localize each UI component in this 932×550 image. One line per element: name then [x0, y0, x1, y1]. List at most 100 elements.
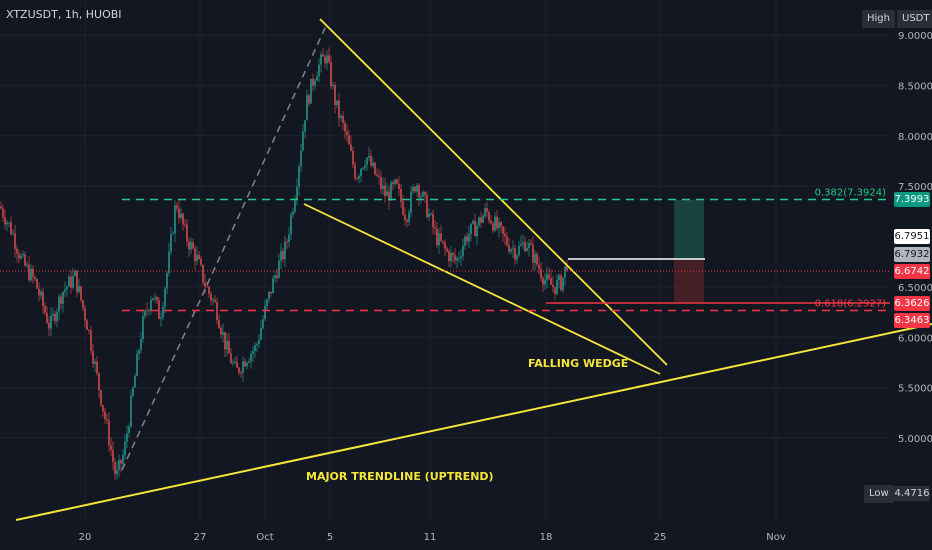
candle-body — [458, 257, 460, 259]
candle-body — [202, 264, 204, 283]
candle-body — [494, 216, 496, 231]
candle-body — [532, 244, 534, 263]
candle-body — [0, 206, 2, 209]
currency-button[interactable]: USDT — [897, 10, 932, 28]
candle-body — [332, 85, 334, 87]
candle-body — [180, 213, 182, 218]
candle-body — [380, 176, 382, 189]
candle-body — [524, 242, 526, 252]
candle-body — [242, 361, 244, 373]
candle-body — [312, 78, 314, 86]
candle-body — [62, 291, 64, 304]
candle-body — [212, 299, 214, 301]
candle-body — [482, 216, 484, 223]
candle-body — [250, 353, 252, 362]
candle-body — [504, 233, 506, 237]
candle-body — [106, 418, 108, 421]
candle-body — [154, 296, 156, 299]
candle-body — [38, 288, 40, 296]
candle-body — [518, 245, 520, 256]
candle-body — [16, 248, 18, 254]
candle-body — [436, 228, 438, 246]
candle-body — [398, 183, 400, 189]
candle-body — [192, 242, 194, 249]
candle-body — [478, 217, 480, 226]
candle-body — [364, 165, 366, 168]
candle-body — [304, 120, 306, 132]
candle-body — [512, 248, 514, 250]
candle-body — [136, 354, 138, 377]
x-tick-label: Nov — [766, 532, 786, 543]
high-button[interactable]: High — [862, 10, 895, 28]
candle-body — [452, 252, 454, 256]
candle-body — [26, 264, 28, 266]
candle-body — [404, 214, 406, 220]
candle-body — [66, 286, 68, 290]
candle-body — [538, 264, 540, 270]
candle-body — [376, 174, 378, 176]
candle-body — [318, 64, 320, 77]
candle-body — [352, 150, 354, 165]
candle-body — [566, 266, 568, 270]
candle-body — [506, 236, 508, 246]
candle-body — [382, 185, 384, 189]
candle-body — [542, 278, 544, 285]
candle-body — [466, 236, 468, 242]
candle-body — [142, 316, 144, 340]
candle-body — [224, 332, 226, 350]
candle-body — [144, 310, 146, 317]
annotation-0: FALLING WEDGE — [528, 357, 628, 370]
candle-body — [156, 296, 158, 301]
candle-body — [342, 115, 344, 123]
x-tick-label: 27 — [194, 532, 207, 543]
candle-body — [194, 248, 196, 262]
candle-body — [368, 155, 370, 158]
candle-body — [450, 252, 452, 262]
candle-body — [384, 185, 386, 197]
candle-body — [14, 233, 16, 249]
candle-body — [394, 179, 396, 184]
candle-body — [546, 274, 548, 281]
candle-body — [472, 220, 474, 224]
candle-body — [322, 54, 324, 57]
candle-body — [430, 213, 432, 215]
candle-body — [210, 293, 212, 301]
candle-body — [448, 251, 450, 262]
candle-body — [254, 345, 256, 352]
candle-body — [422, 191, 424, 197]
price-tag: 6.7951 — [894, 229, 930, 244]
candle-body — [286, 241, 288, 243]
candle-body — [40, 291, 42, 296]
candle-body — [416, 185, 418, 192]
candle-body — [206, 286, 208, 288]
candle-body — [548, 274, 550, 279]
time-axis[interactable]: 20 27 Oct 5 11 18 25 Nov — [79, 532, 786, 543]
candle-body — [18, 253, 20, 259]
candle-body — [426, 195, 428, 218]
y-tick-label: 5.0000 — [898, 434, 932, 445]
candle-body — [182, 213, 184, 225]
candle-body — [246, 362, 248, 367]
candle-body — [134, 376, 136, 388]
candle-body — [258, 339, 260, 344]
candle-body — [150, 299, 152, 311]
candle-body — [120, 459, 122, 464]
price-tag: 6.7932 — [894, 247, 930, 262]
candle-body — [32, 268, 34, 277]
candle-body — [218, 320, 220, 329]
candle-body — [184, 224, 186, 226]
candle-body — [96, 361, 98, 374]
price-axis[interactable]: 9.0000 8.5000 8.0000 7.5000 6.5000 6.0000 5.50… — [898, 31, 932, 445]
candle-body — [70, 276, 72, 288]
candle-body — [220, 328, 222, 335]
candle-body — [438, 233, 440, 246]
candle-body — [128, 426, 130, 434]
candle-body — [464, 236, 466, 246]
candle-body — [522, 242, 524, 244]
y-tick-label: 9.0000 — [898, 31, 932, 42]
candle-body — [50, 315, 52, 329]
candle-body — [510, 249, 512, 252]
candle-body — [560, 275, 562, 291]
target-zone — [674, 200, 704, 259]
